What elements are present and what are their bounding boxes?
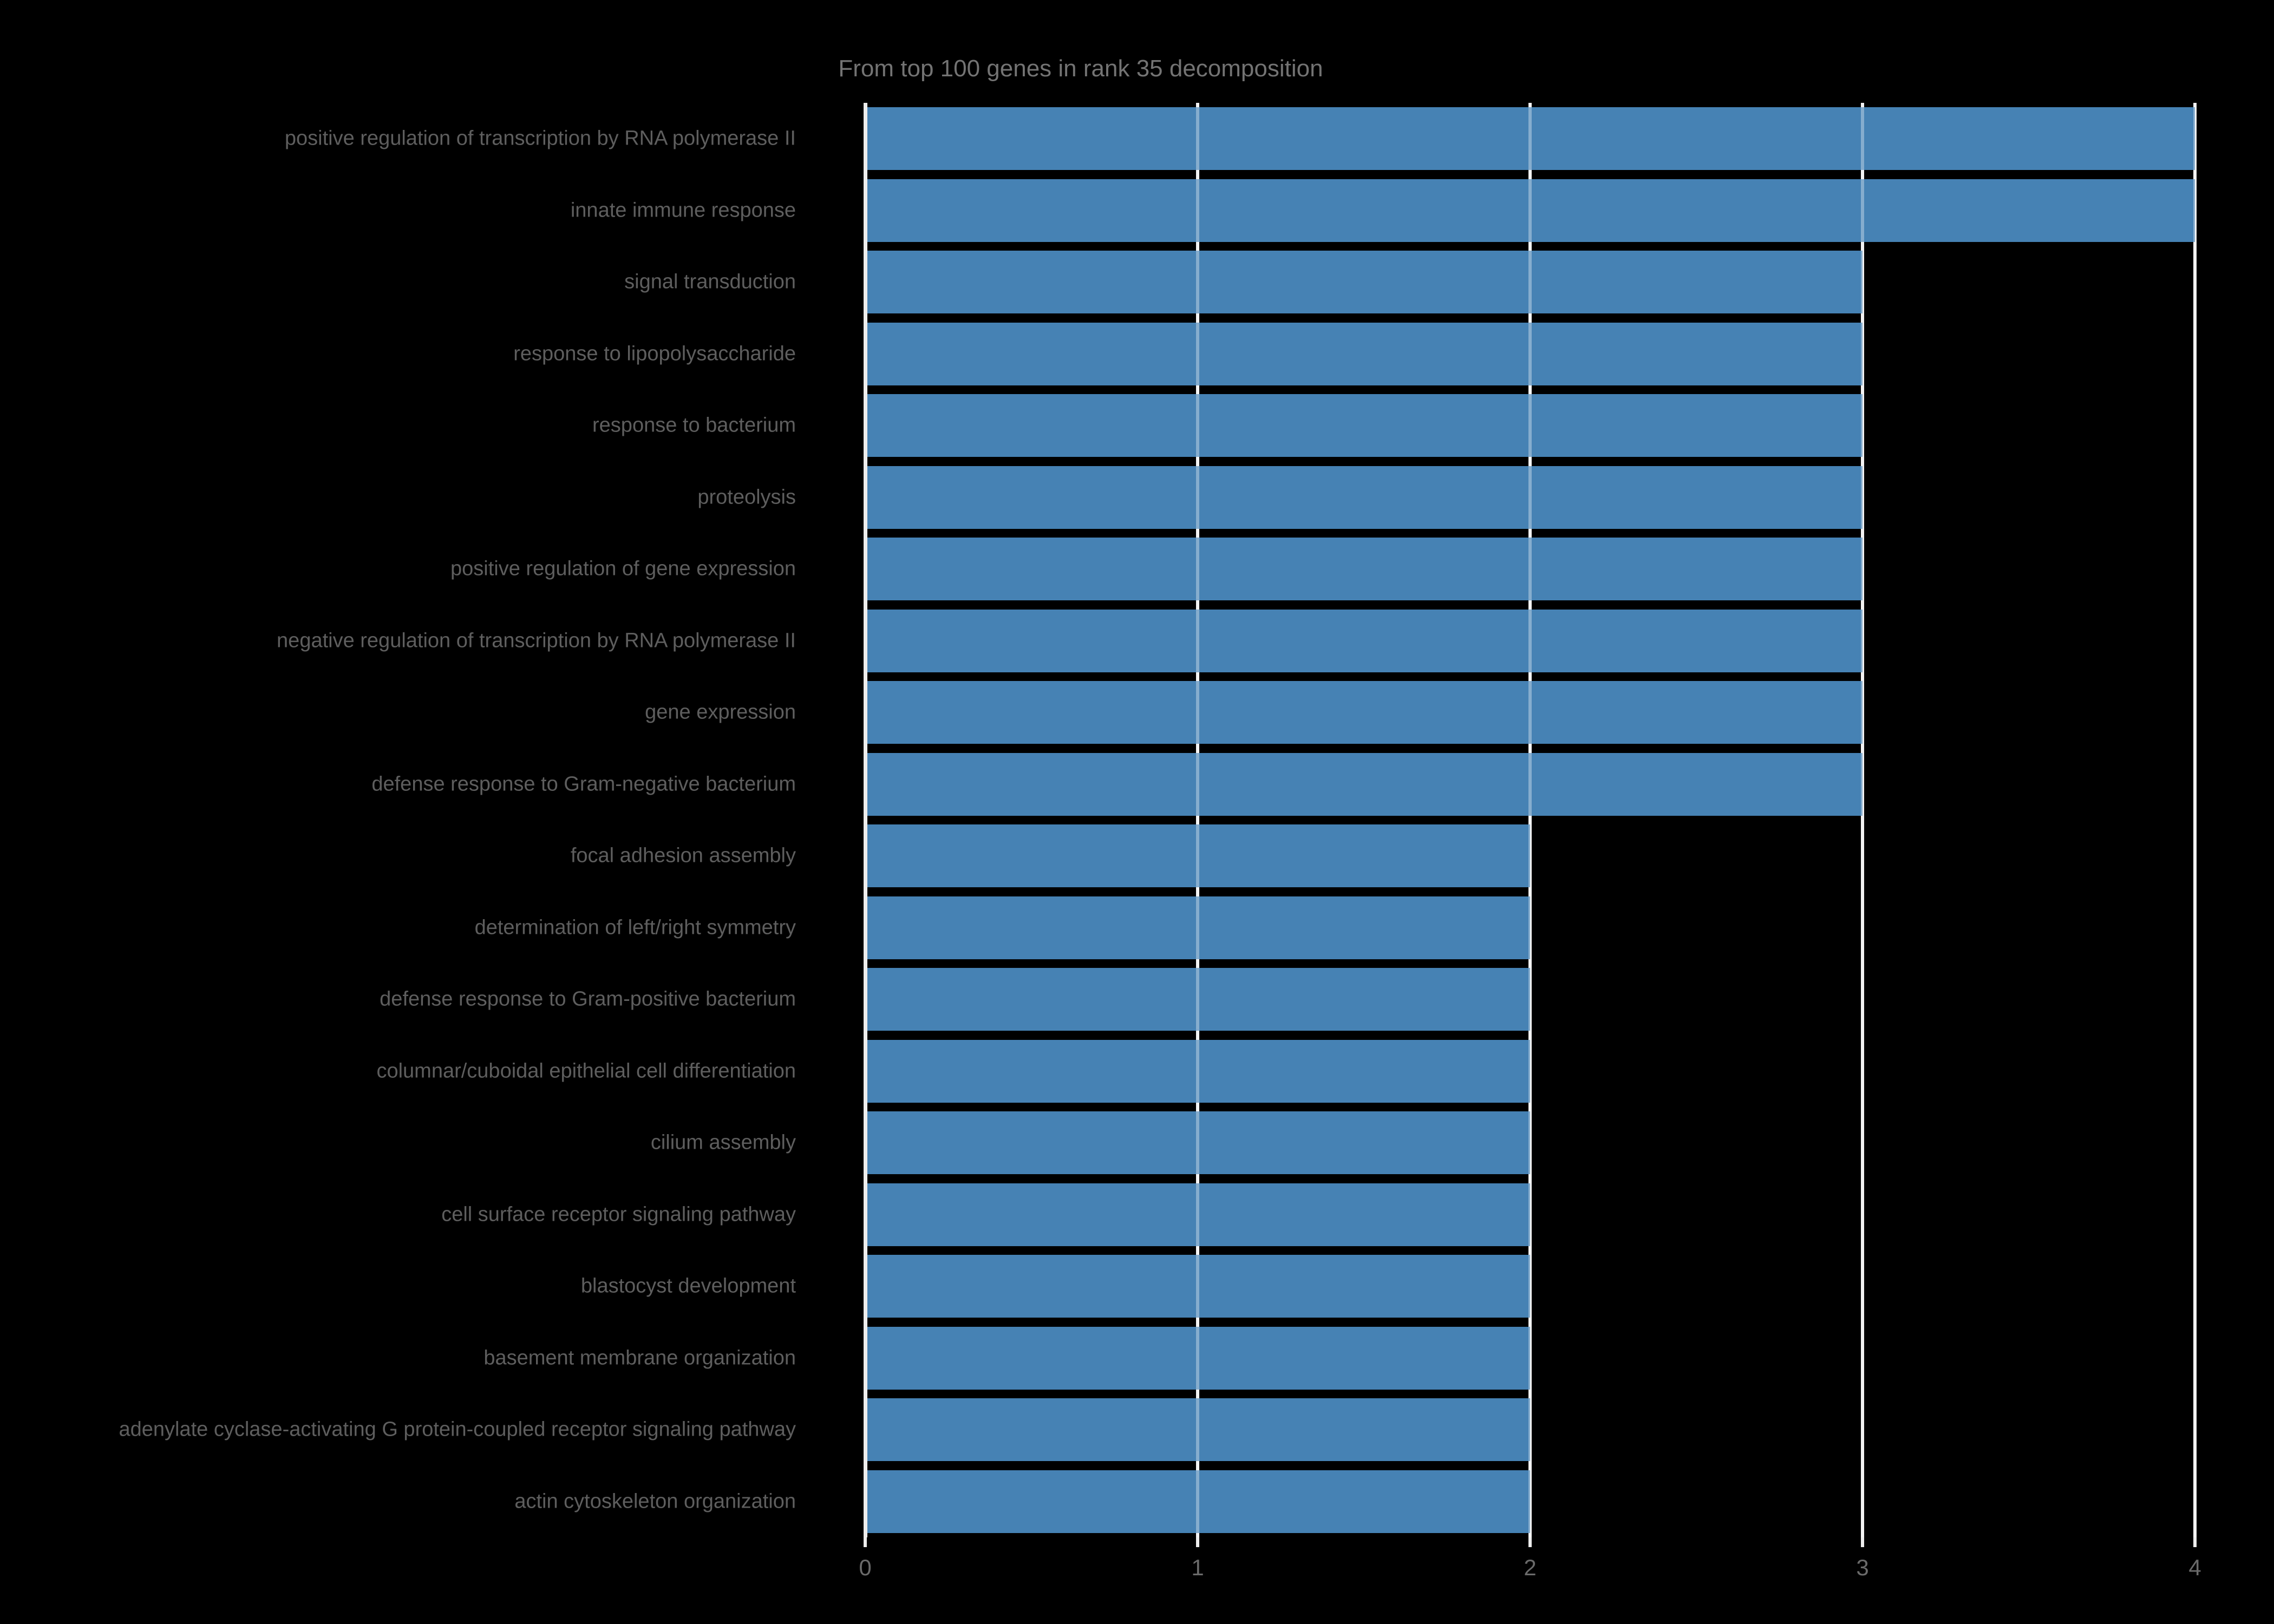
bar — [865, 1111, 1530, 1174]
bar — [865, 1040, 1530, 1103]
bar — [865, 1255, 1530, 1318]
category-label: positive regulation of gene expression — [450, 557, 796, 580]
bar — [865, 824, 1530, 887]
x-axis-tick-0 — [864, 1537, 867, 1547]
category-label: adenylate cyclase-activating G protein-c… — [119, 1418, 796, 1441]
gridline-x4 — [2193, 103, 2197, 1537]
category-label: defense response to Gram-negative bacter… — [371, 772, 796, 796]
category-label: focal adhesion assembly — [570, 844, 796, 867]
x-axis-tick-label-0: 0 — [859, 1555, 872, 1580]
gridline-overlay-x3 — [1861, 103, 1864, 1537]
category-label: response to lipopolysaccharide — [513, 342, 796, 365]
x-axis-tick-label-4: 4 — [2188, 1555, 2201, 1580]
bar — [865, 1470, 1530, 1533]
bar — [865, 1183, 1530, 1246]
gridline-x3 — [1861, 103, 1864, 1537]
bar — [865, 896, 1530, 959]
x-axis-tick-1 — [1196, 1537, 1199, 1547]
gridline-x2 — [1528, 103, 1532, 1537]
category-label: defense response to Gram-positive bacter… — [380, 987, 796, 1011]
bar — [865, 538, 1863, 600]
gridline-x1 — [1196, 103, 1199, 1537]
chart-title: From top 100 genes in rank 35 decomposit… — [838, 55, 1323, 82]
category-label: cilium assembly — [650, 1131, 796, 1154]
category-label: negative regulation of transcription by … — [277, 629, 796, 652]
x-axis-tick-3 — [1861, 1537, 1864, 1547]
category-label: determination of left/right symmetry — [474, 916, 796, 939]
bar — [865, 681, 1863, 744]
category-label: positive regulation of transcription by … — [284, 127, 796, 150]
bar — [865, 610, 1863, 672]
x-axis-tick-label-3: 3 — [1856, 1555, 1869, 1580]
bar — [865, 1327, 1530, 1390]
category-label: blastocyst development — [580, 1274, 796, 1298]
category-label: columnar/cuboidal epithelial cell differ… — [376, 1059, 796, 1083]
category-label: innate immune response — [570, 199, 796, 222]
category-label: proteolysis — [697, 486, 796, 509]
x-axis-tick-label-1: 1 — [1191, 1555, 1204, 1580]
bar — [865, 1398, 1530, 1461]
bar — [865, 753, 1863, 816]
bar — [865, 251, 1863, 313]
x-axis-tick-label-2: 2 — [1524, 1555, 1537, 1580]
category-label: response to bacterium — [592, 414, 796, 437]
gridline-overlay-x2 — [1528, 103, 1532, 1537]
category-label: basement membrane organization — [483, 1346, 796, 1370]
bar — [865, 466, 1863, 529]
bar — [865, 968, 1530, 1031]
category-label: signal transduction — [624, 270, 796, 293]
plot-area: 0 1 2 3 4 — [859, 103, 2201, 1580]
y-axis-spine — [864, 103, 867, 1537]
category-label: actin cytoskeleton organization — [514, 1490, 796, 1513]
gridline-overlay-x4 — [2193, 103, 2197, 1537]
category-label: gene expression — [645, 700, 796, 724]
gridline-overlay-x1 — [1196, 103, 1199, 1537]
x-axis-tick-4 — [2193, 1537, 2197, 1547]
bar — [865, 394, 1863, 457]
bar — [865, 107, 2195, 170]
x-axis-tick-2 — [1528, 1537, 1532, 1547]
category-label: cell surface receptor signaling pathway — [441, 1203, 796, 1226]
bar — [865, 323, 1863, 385]
bar — [865, 179, 2195, 242]
